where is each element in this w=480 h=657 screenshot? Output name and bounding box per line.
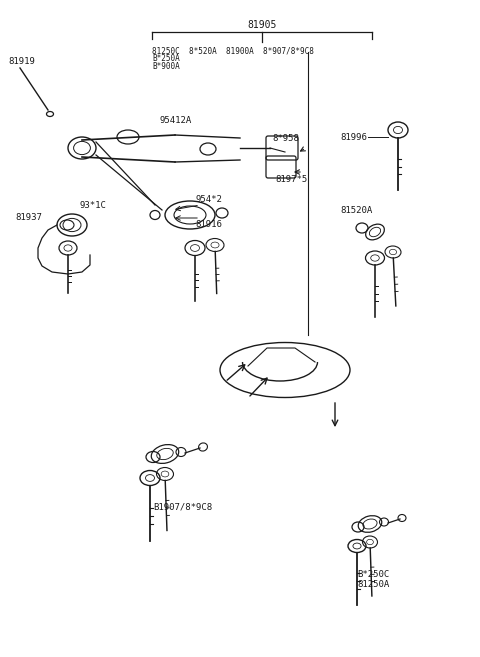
Text: 95412A: 95412A	[160, 116, 192, 125]
Text: 81250A: 81250A	[357, 580, 389, 589]
Text: 81937: 81937	[15, 213, 42, 222]
Text: 954*2: 954*2	[195, 195, 222, 204]
Text: 81250C  8*520A  81900A  8*907/8*9C8: 81250C 8*520A 81900A 8*907/8*9C8	[152, 46, 314, 55]
Text: B*250C: B*250C	[357, 570, 389, 579]
Text: B1907/8*9C8: B1907/8*9C8	[153, 502, 212, 511]
Text: 8*958: 8*958	[272, 134, 299, 143]
Text: 8197*5: 8197*5	[275, 175, 307, 184]
Text: B*900A: B*900A	[152, 62, 180, 71]
Text: 81905: 81905	[247, 20, 276, 30]
Text: 81919: 81919	[8, 57, 35, 66]
Text: 81916: 81916	[195, 220, 222, 229]
Text: 81520A: 81520A	[340, 206, 372, 215]
Text: 81996: 81996	[340, 133, 367, 141]
Text: 93*1C: 93*1C	[80, 201, 107, 210]
Text: B*250A: B*250A	[152, 54, 180, 63]
